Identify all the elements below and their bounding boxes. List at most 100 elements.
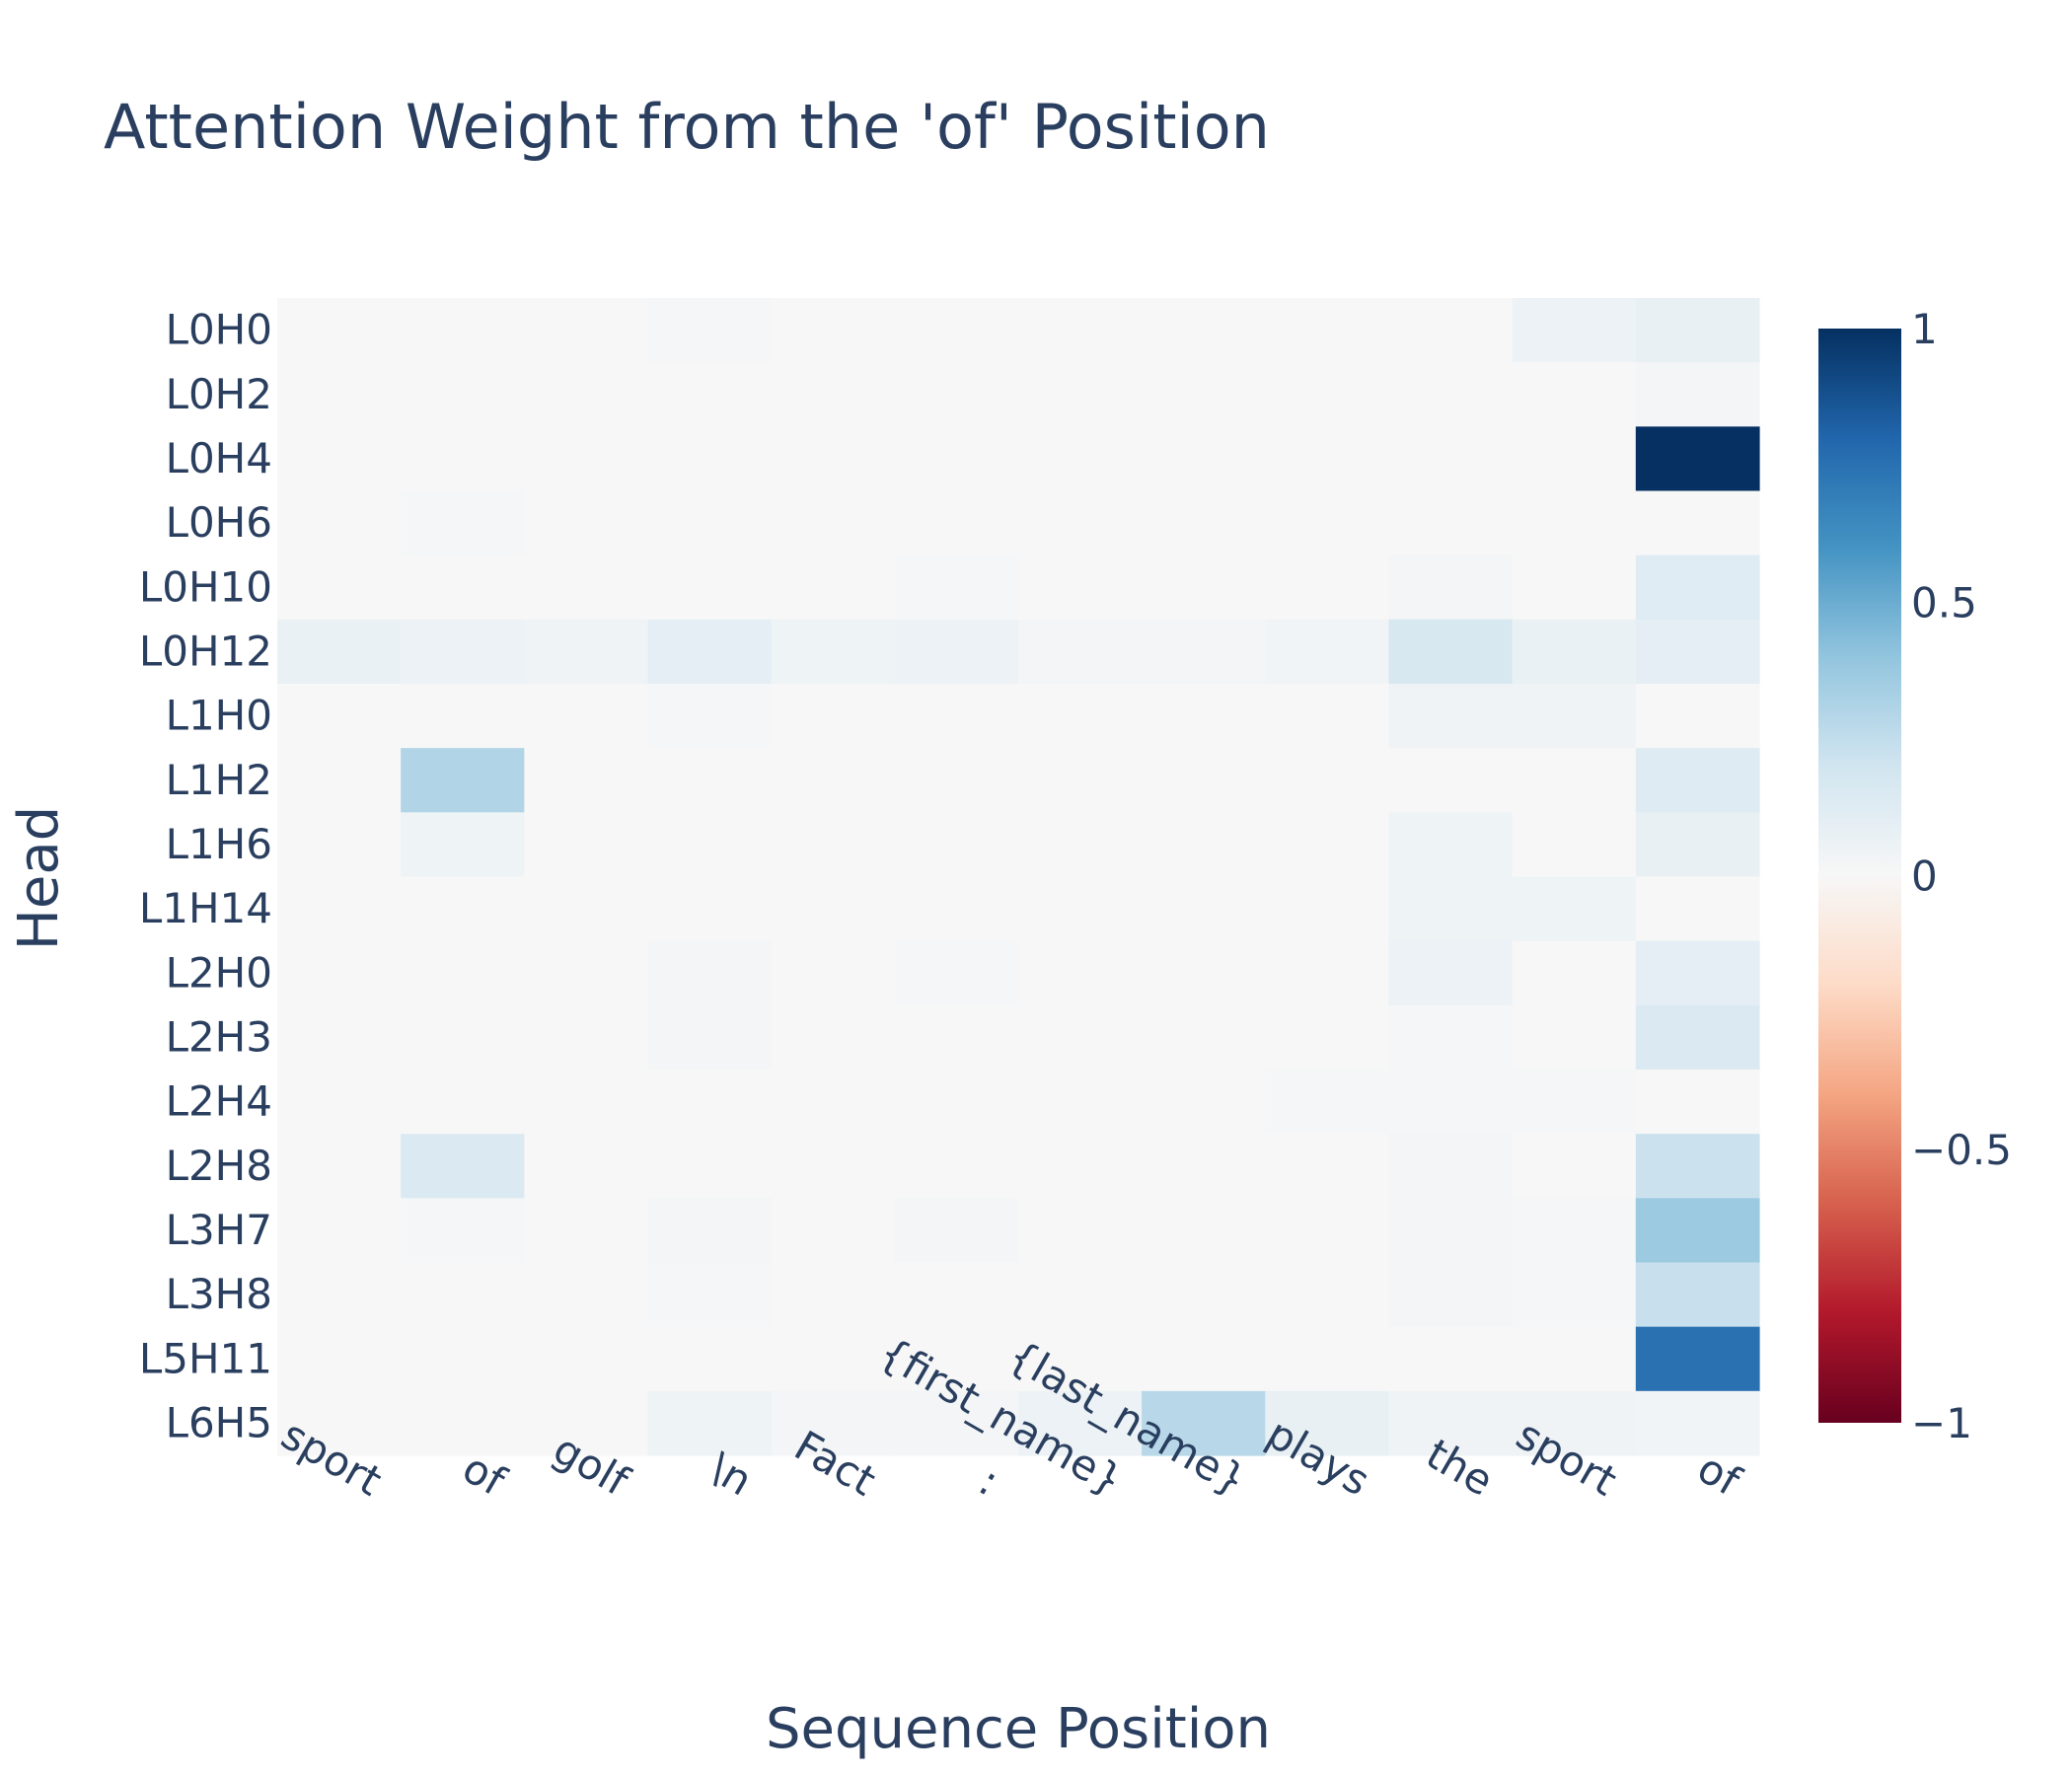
heatmap-cell xyxy=(647,812,773,878)
colorbar-tick-label: 0 xyxy=(1911,852,1938,901)
heatmap-cell xyxy=(401,555,525,621)
heatmap-cell xyxy=(894,748,1019,813)
heatmap-cell xyxy=(894,1004,1019,1071)
heatmap-cell xyxy=(647,490,773,556)
heatmap-cell xyxy=(771,490,896,556)
x-tick-label: : xyxy=(971,1456,1007,1506)
heatmap-cell xyxy=(524,1134,649,1199)
heatmap-cell xyxy=(1018,876,1143,942)
heatmap-cell xyxy=(524,1326,649,1392)
heatmap-cell xyxy=(894,298,1019,363)
heatmap-cell xyxy=(1142,1004,1266,1071)
heatmap-cell xyxy=(1018,362,1143,427)
heatmap-cell xyxy=(894,1326,1019,1392)
colorbar-tick-label: −0.5 xyxy=(1911,1126,2012,1174)
heatmap-cell xyxy=(277,1390,402,1456)
heatmap-cell xyxy=(524,426,649,492)
heatmap-cell xyxy=(1265,362,1390,427)
heatmap-cell xyxy=(771,1326,896,1392)
heatmap-cell xyxy=(1018,619,1143,685)
heatmap-cell xyxy=(524,1390,649,1456)
heatmap-cell xyxy=(1018,1134,1143,1199)
heatmap-cell xyxy=(1018,1198,1143,1264)
heatmap-cell xyxy=(524,748,649,813)
heatmap-cell xyxy=(1018,298,1143,363)
heatmap-cell xyxy=(1635,1326,1760,1392)
heatmap-cell xyxy=(277,812,402,878)
heatmap-cell xyxy=(894,1262,1019,1328)
heatmap-cell xyxy=(277,684,402,749)
heatmap-cell xyxy=(1635,555,1760,621)
y-tick-label: L2H8 xyxy=(166,1142,272,1190)
heatmap-cell xyxy=(1635,1262,1760,1328)
heatmap-cell xyxy=(1635,812,1760,878)
heatmap-cell xyxy=(524,684,649,749)
heatmap-cell xyxy=(1512,1198,1637,1264)
heatmap-cell xyxy=(1512,1134,1637,1199)
heatmap-cell xyxy=(1388,1262,1514,1328)
heatmap-cell xyxy=(771,748,896,813)
heatmap-cell xyxy=(1512,490,1637,556)
heatmap-cell xyxy=(771,876,896,942)
heatmap-cell xyxy=(1265,1134,1390,1199)
y-axis-title: Head xyxy=(7,806,71,950)
heatmap-cell xyxy=(524,1070,649,1135)
y-tick-label: L3H7 xyxy=(166,1206,272,1254)
heatmap-cell xyxy=(1265,684,1390,749)
heatmap-cell xyxy=(1388,619,1514,685)
heatmap-cell xyxy=(1635,876,1760,942)
heatmap-cell xyxy=(647,1390,773,1456)
heatmap-cell xyxy=(1512,1004,1637,1071)
heatmap-cell xyxy=(1265,490,1390,556)
heatmap-cell xyxy=(1635,748,1760,813)
heatmap-cell xyxy=(1388,362,1514,427)
heatmap-cell xyxy=(277,362,402,427)
heatmap-cell xyxy=(1388,1198,1514,1264)
heatmap-cell xyxy=(1388,298,1514,363)
heatmap-cell xyxy=(1265,812,1390,878)
heatmap-cell xyxy=(647,555,773,621)
heatmap-cell xyxy=(401,1198,525,1264)
heatmap-cell xyxy=(647,684,773,749)
heatmap-cell xyxy=(1142,555,1266,621)
heatmap-cell xyxy=(894,812,1019,878)
heatmap-cell xyxy=(1018,684,1143,749)
heatmap-cell xyxy=(894,362,1019,427)
heatmap-cell xyxy=(1018,748,1143,813)
heatmap-cell xyxy=(1635,940,1760,1006)
heatmap-cell xyxy=(1018,490,1143,556)
heatmap-cell xyxy=(647,362,773,427)
heatmap-cell xyxy=(1635,1004,1760,1071)
heatmap-cell xyxy=(1512,298,1637,363)
colorbar-tick-label: 0.5 xyxy=(1911,578,1977,627)
heatmap-cell xyxy=(771,1134,896,1199)
heatmap-cell xyxy=(524,1004,649,1071)
heatmap-cell xyxy=(1142,426,1266,492)
colorbar-tick-label: −1 xyxy=(1911,1399,1972,1447)
heatmap-cell xyxy=(771,1004,896,1071)
heatmap-cell xyxy=(647,1070,773,1135)
heatmap-cell xyxy=(647,748,773,813)
heatmap-cells xyxy=(277,298,1760,1456)
y-tick-label: L0H10 xyxy=(139,562,272,611)
heatmap-cell xyxy=(1388,1004,1514,1071)
heatmap-cell xyxy=(277,1134,402,1199)
heatmap-cell xyxy=(277,555,402,621)
heatmap-cell xyxy=(1388,1390,1514,1456)
heatmap-cell xyxy=(647,619,773,685)
heatmap-cell xyxy=(1142,940,1266,1006)
heatmap-cell xyxy=(277,1262,402,1328)
heatmap-cell xyxy=(1388,940,1514,1006)
heatmap-cell xyxy=(1635,1134,1760,1199)
heatmap-cell xyxy=(277,619,402,685)
heatmap-cell xyxy=(1512,619,1637,685)
heatmap-cell xyxy=(1635,298,1760,363)
heatmap-cell xyxy=(1635,362,1760,427)
heatmap-cell xyxy=(1265,426,1390,492)
heatmap-cell xyxy=(401,426,525,492)
heatmap-cell xyxy=(771,1390,896,1456)
heatmap-cell xyxy=(401,1134,525,1199)
heatmap-cell xyxy=(277,298,402,363)
heatmap-cell xyxy=(401,876,525,942)
